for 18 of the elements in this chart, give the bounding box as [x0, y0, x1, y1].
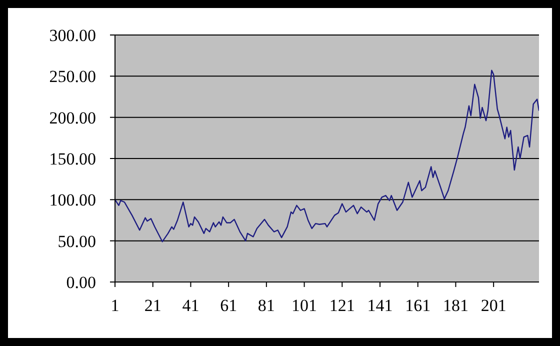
x-tick-label: 61 — [220, 296, 238, 316]
x-tick-label: 141 — [367, 296, 393, 316]
x-tick-label: 181 — [442, 296, 468, 316]
y-tick-label: 200.00 — [49, 108, 96, 128]
x-tick-label: 161 — [405, 296, 431, 316]
y-tick-label: 0.00 — [66, 273, 96, 292]
x-tick-label: 1 — [110, 296, 120, 316]
y-tick-label: 150.00 — [49, 150, 96, 169]
x-tick-label: 21 — [144, 296, 162, 316]
x-tick-label: 201 — [480, 296, 506, 316]
x-tick-label: 121 — [329, 296, 355, 316]
y-tick-label: 300.00 — [49, 26, 96, 46]
x-tick-label: 41 — [182, 296, 200, 316]
x-tick-label: 81 — [258, 296, 275, 316]
x-tick-label: 101 — [292, 296, 318, 316]
y-tick-label: 100.00 — [49, 190, 96, 210]
y-tick-label: 250.00 — [49, 67, 96, 86]
y-tick-label: 50.00 — [58, 232, 96, 251]
